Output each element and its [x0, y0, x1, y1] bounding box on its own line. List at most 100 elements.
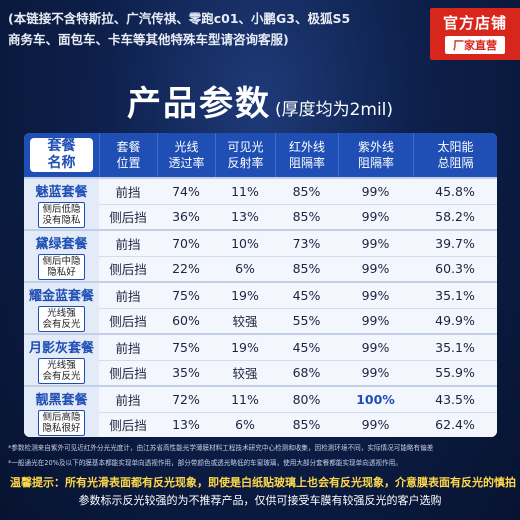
cell-position: 侧后挡: [109, 262, 147, 278]
cell-position: 侧后挡: [109, 314, 147, 330]
desc-line: 没有隐私: [42, 214, 81, 226]
cell-solar: 60.3%: [435, 261, 475, 277]
notice-line-2: 商务车、面包车、卡车等其他特殊车型请咨询客服): [8, 32, 289, 47]
table-row: 侧后挡 35% 较强 68% 99% 55.9%: [99, 359, 497, 385]
cell-solar: 58.2%: [435, 209, 475, 225]
vehicle-exclusion-notice: (本链接不含特斯拉、广汽传祺、零跑c01、小鹏G3、极狐S5 商务车、面包车、卡…: [8, 8, 423, 50]
cell-uv: 99%: [361, 365, 390, 381]
official-store-badge[interactable]: 官方店铺 厂家直营: [430, 8, 520, 60]
cell-transmission: 22%: [172, 261, 200, 277]
cell-reflection: 较强: [232, 366, 258, 382]
package-name-cell: 靓黑套餐 侧后高隐 隐私很好: [24, 387, 99, 437]
notice-line-1: (本链接不含特斯拉、广汽传祺、零跑c01、小鹏G3、极狐S5: [8, 11, 351, 26]
package-name-cell: 月影灰套餐 光线强 会有反光: [24, 335, 99, 385]
cell-transmission: 72%: [172, 391, 200, 407]
header-text: 阻隔率: [288, 156, 325, 170]
header-text: 总阻隔: [437, 156, 474, 170]
package-name: 月影灰套餐: [28, 340, 94, 356]
cell-transmission: 13%: [172, 417, 200, 433]
cell-infrared: 45%: [292, 339, 321, 355]
cell-position: 前挡: [115, 392, 141, 408]
cell-infrared: 85%: [292, 261, 321, 277]
package-name-cell: 魅蓝套餐 侧后低隐 没有隐私: [24, 179, 99, 229]
cell-reflection: 11%: [231, 183, 259, 199]
cell-infrared: 85%: [292, 417, 321, 433]
cell-uv: 99%: [361, 287, 390, 303]
package-group-yue-ying-hui: 月影灰套餐 光线强 会有反光 前挡 75% 19% 45% 99% 35.1% 侧…: [24, 333, 497, 385]
header-uv-rejection: 紫外线 阻隔率: [338, 133, 413, 177]
cell-solar: 55.9%: [435, 365, 475, 381]
header-text: 套餐: [47, 138, 76, 154]
cell-solar: 35.1%: [435, 339, 475, 355]
package-rows: 前挡 72% 11% 80% 100% 43.5% 侧后挡 13% 6% 85%…: [99, 387, 497, 437]
package-rows: 前挡 74% 11% 85% 99% 45.8% 侧后挡 36% 13% 85%…: [99, 179, 497, 229]
table-row: 前挡 75% 19% 45% 99% 35.1%: [99, 283, 497, 308]
title-main: 产品参数: [126, 84, 271, 124]
package-desc: 侧后中隐 隐私好: [38, 253, 85, 280]
reflection-warning: 温馨提示：所有光滑表面都有反光现象，即使是白纸贴玻璃上也会有反光现象，介意膜表面…: [10, 476, 516, 489]
cell-reflection: 19%: [231, 287, 259, 303]
cell-uv: 99%: [361, 209, 390, 225]
cell-reflection: 较强: [232, 314, 258, 330]
header-visible-reflection: 可见光 反射率: [215, 133, 275, 177]
cell-infrared: 55%: [292, 313, 321, 329]
header-text: 套餐: [116, 140, 141, 154]
header-text: 可见光: [227, 140, 264, 154]
cell-reflection: 13%: [231, 209, 259, 225]
cell-infrared: 85%: [292, 209, 321, 225]
cell-reflection: 10%: [231, 235, 259, 251]
header-text: 名称: [47, 155, 76, 171]
package-desc: 侧后高隐 隐私很好: [38, 409, 85, 436]
desc-line: 隐私很好: [42, 422, 81, 434]
footnote-1: *参数检测来自紫外可见近红外分光光度计，由江苏省高性能光学薄膜材料工程技术研究中…: [8, 444, 434, 452]
cell-position: 侧后挡: [109, 366, 147, 382]
package-desc: 光线强 会有反光: [38, 357, 85, 384]
package-name: 魅蓝套餐: [35, 184, 88, 200]
table-row: 前挡 72% 11% 80% 100% 43.5%: [99, 387, 497, 412]
header-text: 紫外线: [357, 140, 394, 154]
cell-transmission: 36%: [172, 209, 200, 225]
cell-solar: 35.1%: [435, 287, 475, 303]
header-text: 透过率: [168, 156, 205, 170]
package-name-cell: 耀金蓝套餐 光线强 会有反光: [24, 283, 99, 333]
cell-reflection: 6%: [235, 417, 255, 433]
package-group-dai-lv: 黛绿套餐 侧后中隐 隐私好 前挡 70% 10% 73% 99% 39.7% 侧后…: [24, 229, 497, 281]
package-rows: 前挡 75% 19% 45% 99% 35.1% 侧后挡 60% 较强 55% …: [99, 283, 497, 333]
package-desc: 侧后低隐 没有隐私: [38, 201, 85, 228]
table-row: 前挡 70% 10% 73% 99% 39.7%: [99, 231, 497, 256]
header-infrared-rejection: 红外线 阻隔率: [275, 133, 338, 177]
header-text: 红外线: [288, 140, 325, 154]
cell-reflection: 11%: [231, 391, 259, 407]
cell-uv: 99%: [361, 313, 390, 329]
cell-infrared: 85%: [292, 183, 321, 199]
desc-line: 侧后中隐: [42, 255, 81, 267]
cell-position: 前挡: [115, 236, 141, 252]
header-light-transmission: 光线 透过率: [157, 133, 215, 177]
store-badge-subtitle: 厂家直营: [445, 36, 505, 54]
title-sub: (厚度均为2mil): [274, 100, 394, 120]
package-group-liang-hei: 靓黑套餐 侧后高隐 隐私很好 前挡 72% 11% 80% 100% 43.5% …: [24, 385, 497, 437]
desc-line: 隐私好: [47, 266, 76, 278]
cell-uv: 99%: [361, 183, 390, 199]
footnote-2: *一般通光在20%及以下的膜基本都能实现单向透视作用，部分带颜色或透光略低的车窗…: [8, 459, 402, 467]
product-spec-table: 套餐 名称 套餐 位置 光线 透过率 可见光 反射率 红外线 阻隔率 紫外线 阻…: [24, 133, 497, 437]
table-row: 侧后挡 22% 6% 85% 99% 60.3%: [99, 255, 497, 281]
store-badge-title: 官方店铺: [442, 14, 507, 32]
header-solar-rejection: 太阳能 总阻隔: [413, 133, 497, 177]
cell-position: 侧后挡: [109, 210, 147, 226]
cell-solar: 43.5%: [435, 391, 475, 407]
table-row: 前挡 75% 19% 45% 99% 35.1%: [99, 335, 497, 360]
desc-line: 侧后低隐: [42, 203, 81, 215]
package-group-yao-jin-lan: 耀金蓝套餐 光线强 会有反光 前挡 75% 19% 45% 99% 35.1% 侧…: [24, 281, 497, 333]
desc-line: 光线强: [47, 307, 76, 319]
cell-uv-highlight: 100%: [356, 391, 395, 407]
cell-uv: 99%: [361, 417, 390, 433]
cell-position: 侧后挡: [109, 418, 147, 434]
cell-transmission: 70%: [172, 235, 200, 251]
header-text: 反射率: [227, 156, 264, 170]
desc-line: 会有反光: [42, 318, 81, 330]
cell-solar: 62.4%: [435, 417, 475, 433]
table-row: 侧后挡 60% 较强 55% 99% 49.9%: [99, 307, 497, 333]
table-row: 侧后挡 36% 13% 85% 99% 58.2%: [99, 203, 497, 229]
